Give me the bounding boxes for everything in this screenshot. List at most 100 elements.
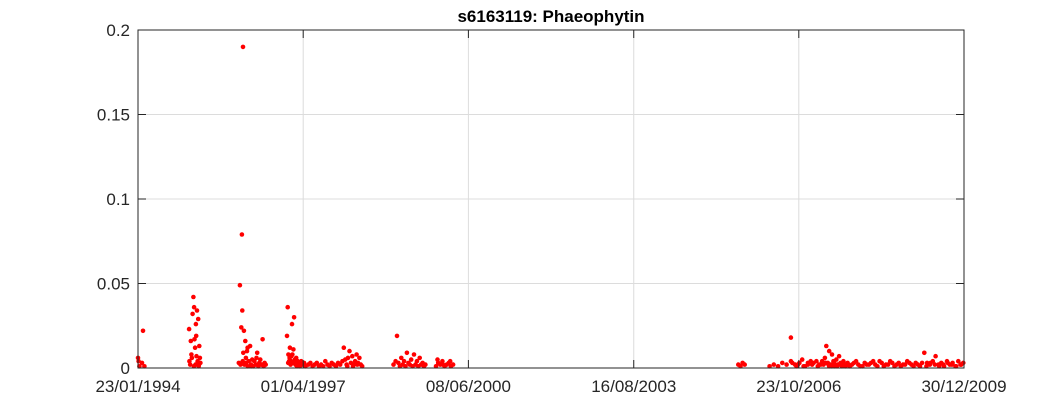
data-point xyxy=(902,362,908,367)
data-point xyxy=(840,360,845,366)
data-point xyxy=(945,360,950,366)
data-point xyxy=(314,360,320,366)
data-point xyxy=(775,364,781,369)
data-point xyxy=(187,362,193,367)
data-point xyxy=(907,360,912,366)
data-point xyxy=(822,355,828,361)
data-point xyxy=(258,357,263,362)
x-tick-label: 23/01/1994 xyxy=(95,377,180,396)
data-point xyxy=(836,353,842,359)
data-point xyxy=(956,358,961,364)
data-point xyxy=(354,352,359,357)
data-point xyxy=(240,44,246,50)
data-point xyxy=(140,328,146,334)
data-point xyxy=(911,364,916,369)
data-point xyxy=(237,282,243,288)
data-point xyxy=(414,358,420,364)
data-point xyxy=(355,362,360,367)
data-point xyxy=(391,362,396,367)
data-point xyxy=(194,353,199,359)
data-point xyxy=(284,333,290,339)
axis-ticks xyxy=(137,29,965,369)
data-point xyxy=(345,364,350,369)
data-point xyxy=(290,352,295,357)
data-point xyxy=(831,360,837,366)
data-point xyxy=(885,362,891,367)
data-point xyxy=(898,364,904,369)
data-point xyxy=(238,362,243,367)
data-point xyxy=(433,364,439,369)
data-point xyxy=(190,311,195,317)
x-tick-label: 01/04/1997 xyxy=(261,377,346,396)
data-point xyxy=(193,321,199,327)
data-point xyxy=(285,304,291,310)
data-point xyxy=(873,362,878,367)
data-point xyxy=(829,364,834,369)
x-tick-label: 16/08/2003 xyxy=(591,377,676,396)
data-point xyxy=(784,362,789,367)
data-point xyxy=(347,348,352,354)
data-point xyxy=(941,362,946,367)
data-point xyxy=(197,343,202,349)
data-point xyxy=(341,345,347,351)
data-point xyxy=(919,360,925,366)
data-point xyxy=(337,362,343,367)
x-tick-label: 08/06/2000 xyxy=(426,377,511,396)
data-point xyxy=(345,355,351,361)
data-point xyxy=(287,345,293,351)
data-point xyxy=(824,343,829,349)
data-point xyxy=(240,308,245,313)
data-point xyxy=(142,364,147,369)
y-tick-label: 0.1 xyxy=(106,190,130,209)
data-points xyxy=(135,44,966,369)
data-point xyxy=(357,355,362,361)
chart-title: s6163119: Phaeophytin xyxy=(457,7,644,26)
data-point xyxy=(440,362,446,367)
data-point xyxy=(188,338,194,344)
data-point xyxy=(826,348,832,354)
data-point xyxy=(139,360,145,366)
data-point xyxy=(404,350,410,356)
data-point xyxy=(263,362,269,367)
data-point xyxy=(192,345,198,351)
data-point xyxy=(894,362,899,367)
x-tick-label: 23/10/2006 xyxy=(756,377,841,396)
data-point xyxy=(808,358,813,364)
data-point xyxy=(922,350,927,356)
y-tick-label: 0.2 xyxy=(106,21,130,40)
data-point xyxy=(829,352,835,357)
data-point xyxy=(244,348,250,354)
data-point xyxy=(243,338,248,344)
data-point xyxy=(192,337,197,342)
data-point xyxy=(933,353,938,359)
data-point xyxy=(323,358,328,364)
data-point xyxy=(447,358,453,364)
data-point xyxy=(197,355,203,361)
data-point xyxy=(196,362,202,367)
data-point xyxy=(246,358,251,364)
data-point xyxy=(742,362,747,367)
data-point xyxy=(249,364,254,369)
data-point xyxy=(851,360,857,366)
data-point xyxy=(308,360,313,366)
data-point xyxy=(834,357,839,362)
x-tick-label: 30/12/2009 xyxy=(921,377,1006,396)
data-point xyxy=(239,232,245,237)
data-point xyxy=(890,360,895,366)
data-point xyxy=(435,357,440,362)
data-point xyxy=(790,360,795,366)
data-point xyxy=(320,364,326,369)
data-point xyxy=(915,362,921,367)
data-point xyxy=(399,355,404,361)
data-point xyxy=(924,364,929,369)
data-point xyxy=(327,364,332,369)
data-point xyxy=(408,357,414,362)
data-point xyxy=(860,364,865,369)
data-point xyxy=(191,294,196,300)
data-point xyxy=(239,325,244,330)
data-point xyxy=(868,360,874,366)
data-point xyxy=(423,362,428,367)
data-point xyxy=(191,304,197,310)
data-point xyxy=(936,364,942,369)
